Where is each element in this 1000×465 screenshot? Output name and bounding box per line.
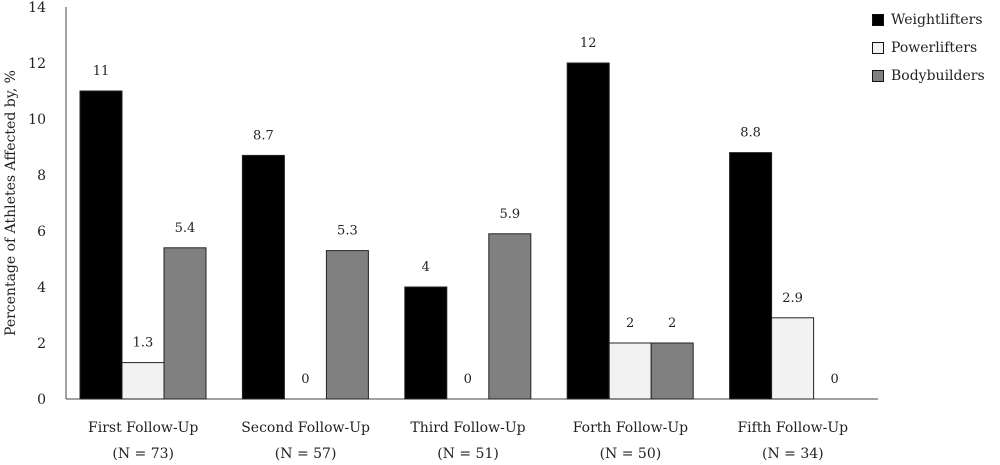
data-label-powerlifters-2: 0 — [301, 372, 309, 387]
category-label-5: Fifth Follow-Up — [737, 420, 848, 436]
legend-item-weightlifters: Weightlifters — [872, 6, 985, 34]
category-label-2: Second Follow-Up — [241, 420, 370, 436]
bar-bodybuilders-3 — [488, 233, 532, 400]
data-label-weightlifters-3: 4 — [422, 260, 430, 275]
legend-swatch-bodybuilders — [872, 70, 884, 82]
data-label-weightlifters-1: 11 — [93, 64, 110, 79]
data-label-bodybuilders-2: 5.3 — [337, 224, 358, 239]
legend-label-weightlifters: Weightlifters — [891, 12, 983, 28]
y-tick-label-2: 2 — [37, 336, 46, 352]
y-tick-label-10: 10 — [28, 112, 46, 128]
category-label-1: First Follow-Up — [88, 420, 198, 436]
y-tick-label-14: 14 — [28, 0, 46, 16]
bar-weightlifters-5 — [729, 152, 773, 400]
bar-weightlifters-1 — [79, 90, 123, 400]
data-label-weightlifters-4: 12 — [580, 36, 597, 51]
legend-item-powerlifters: Powerlifters — [872, 34, 985, 62]
data-label-powerlifters-1: 1.3 — [133, 336, 154, 351]
bars — [79, 62, 815, 400]
bar-bodybuilders-4 — [650, 342, 694, 400]
category-n-label-2: (N = 57) — [275, 446, 337, 462]
data-label-powerlifters-4: 2 — [626, 316, 634, 331]
bar-weightlifters-4 — [566, 62, 610, 400]
legend: Weightlifters Powerlifters Bodybuilders — [872, 6, 985, 90]
data-label-powerlifters-3: 0 — [464, 372, 472, 387]
data-labels: 11 1.3 5.4 8.7 0 5.3 4 0 5.9 12 2 2 8.8 2.9 0 — [93, 36, 839, 387]
y-tick-label-6: 6 — [37, 224, 46, 240]
data-label-bodybuilders-4: 2 — [668, 316, 676, 331]
legend-label-bodybuilders: Bodybuilders — [891, 68, 985, 84]
bar-weightlifters-2 — [241, 154, 285, 400]
bar-bodybuilders-1 — [163, 247, 207, 400]
y-axis-title: Percentage of Athletes Affected by, % — [3, 70, 19, 336]
bar-powerlifters-5 — [771, 317, 815, 400]
data-label-weightlifters-5: 8.8 — [740, 126, 761, 141]
bar-powerlifters-1 — [121, 362, 165, 400]
data-label-powerlifters-5: 2.9 — [782, 291, 803, 306]
category-labels: First Follow-Up (N = 73) Second Follow-Up (… — [88, 420, 848, 462]
category-n-label-3: (N = 51) — [437, 446, 499, 462]
category-n-label-4: (N = 50) — [600, 446, 662, 462]
bar-bodybuilders-2 — [325, 250, 369, 400]
y-tick-label-4: 4 — [37, 280, 46, 296]
legend-swatch-powerlifters — [872, 42, 884, 54]
data-label-bodybuilders-1: 5.4 — [175, 221, 196, 236]
legend-label-powerlifters: Powerlifters — [891, 40, 978, 56]
data-label-bodybuilders-5: 0 — [830, 372, 838, 387]
bar-weightlifters-3 — [404, 286, 448, 400]
data-label-weightlifters-2: 8.7 — [253, 128, 274, 143]
legend-item-bodybuilders: Bodybuilders — [872, 62, 985, 90]
category-label-4: Forth Follow-Up — [573, 420, 688, 436]
bar-powerlifters-4 — [608, 342, 652, 400]
category-n-label-5: (N = 34) — [762, 446, 824, 462]
category-n-label-1: (N = 73) — [112, 446, 174, 462]
y-tick-label-12: 12 — [28, 56, 46, 72]
data-label-bodybuilders-3: 5.9 — [499, 207, 520, 222]
y-tick-label-8: 8 — [37, 168, 46, 184]
category-label-3: Third Follow-Up — [410, 420, 525, 436]
y-ticks: 0 2 4 6 8 10 12 14 — [28, 0, 46, 408]
y-tick-label-0: 0 — [37, 392, 46, 408]
legend-swatch-weightlifters — [872, 14, 884, 26]
